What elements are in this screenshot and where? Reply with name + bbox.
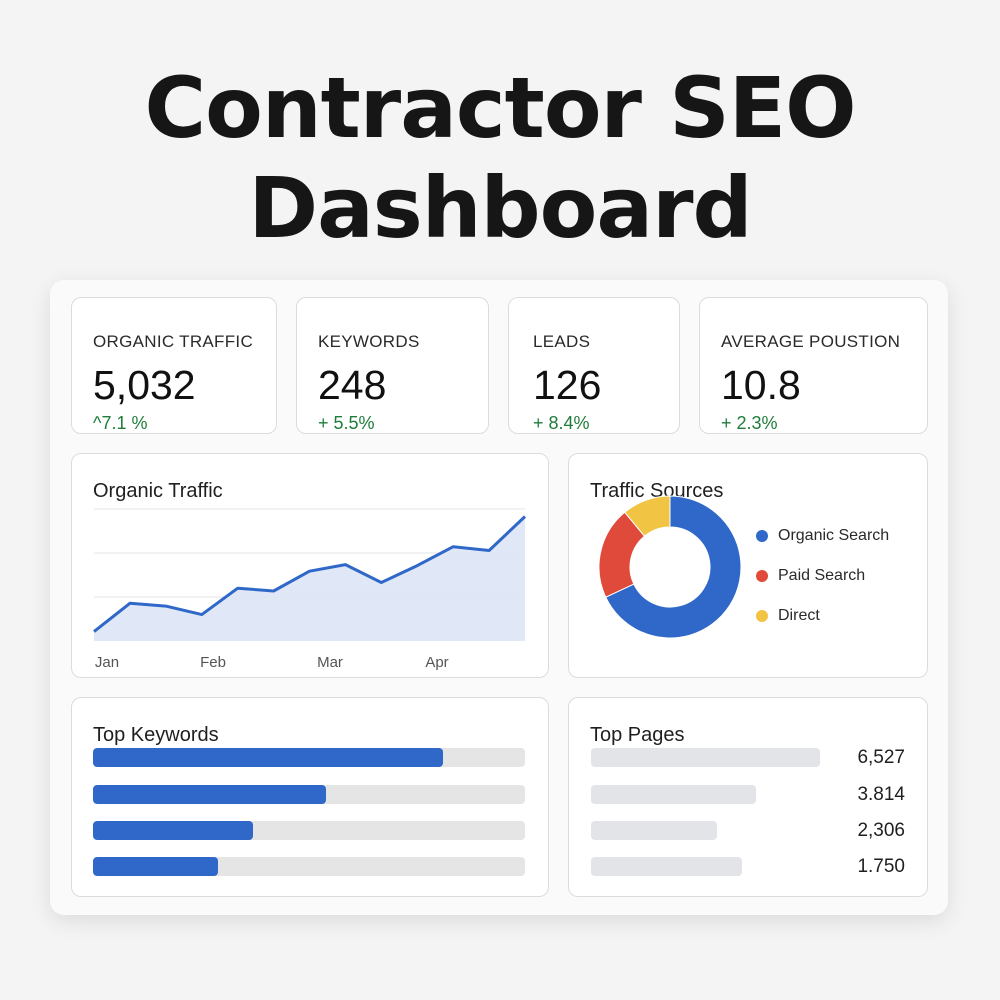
kpi-label: KEYWORDS — [318, 332, 420, 351]
dashboard-panel: ORGANIC TRAFFIC 5,032 ^7.1 % KEYWORDS 24… — [50, 280, 948, 915]
kpi-change: + 8.4% — [533, 413, 590, 433]
page-value: 1.750 — [857, 856, 905, 877]
legend-label: Organic Search — [778, 527, 890, 544]
card-title: Top Pages — [590, 724, 685, 746]
donut-slice-direct — [624, 495, 671, 537]
kpi-value: 126 — [533, 362, 602, 408]
kpi-value: 5,032 — [93, 362, 196, 408]
kpi-label: LEADS — [533, 332, 591, 351]
legend-dot-icon — [756, 530, 768, 542]
kpi-label: AVERAGE POUSTION — [721, 332, 901, 351]
legend-item-organic-search: Organic Search — [756, 526, 889, 546]
kpi-card-keywords[interactable]: KEYWORDS 248 + 5.5% — [296, 297, 489, 434]
page-bar[interactable] — [591, 785, 756, 804]
keyword-bar-fill — [93, 785, 327, 804]
keyword-bar-track[interactable] — [93, 785, 525, 804]
page-value: 6,527 — [857, 747, 905, 768]
legend-item-paid-search: Paid Search — [756, 566, 889, 586]
legend-dot-icon — [756, 610, 768, 622]
x-tick-label: Mar — [317, 654, 343, 671]
keyword-bar-fill — [93, 857, 219, 876]
card-title: Top Keywords — [93, 724, 219, 746]
donut-slice-organic-search — [605, 495, 742, 639]
top-keywords-card[interactable]: Top Keywords — [71, 697, 549, 897]
legend-label: Paid Search — [778, 567, 866, 584]
x-tick-label: Apr — [425, 654, 448, 671]
traffic-line — [93, 515, 527, 633]
page-value: 3.814 — [857, 784, 905, 805]
x-tick-label: Feb — [200, 654, 226, 671]
legend-item-direct: Direct — [756, 606, 889, 626]
card-title: Organic Traffic — [93, 480, 223, 502]
page-value: 2,306 — [857, 820, 905, 841]
keyword-bar-fill — [93, 748, 443, 767]
keyword-bar-track[interactable] — [93, 857, 525, 876]
kpi-label: ORGANIC TRAFFIC — [93, 332, 254, 351]
page-title-line-1: Contractor SEO — [144, 59, 856, 157]
x-tick-label: Jan — [95, 654, 119, 671]
keyword-bar-track[interactable] — [93, 821, 525, 840]
kpi-change: + 2.3% — [721, 413, 778, 433]
traffic-sources-legend: Organic Search Paid Search Direct — [756, 526, 889, 646]
kpi-change: + 5.5% — [318, 413, 375, 433]
keyword-bar-fill — [93, 821, 253, 840]
traffic-sources-donut — [598, 495, 742, 639]
card-title: Traffic Sources — [590, 480, 724, 502]
keyword-bar-track[interactable] — [93, 748, 525, 767]
kpi-card-leads[interactable]: LEADS 126 + 8.4% — [508, 297, 680, 434]
page-bar[interactable] — [591, 748, 820, 767]
kpi-card-organic-traffic[interactable]: ORGANIC TRAFFIC 5,032 ^7.1 % — [71, 297, 277, 434]
kpi-change: ^7.1 % — [93, 413, 148, 433]
page-title: Contractor SEO Dashboard — [0, 58, 1000, 258]
organic-traffic-chart: Jan Feb Mar Apr — [93, 508, 527, 671]
traffic-sources-card[interactable]: Traffic Sources Organic Search Paid Sear… — [568, 453, 928, 678]
page-bar[interactable] — [591, 821, 717, 840]
top-pages-card[interactable]: Top Pages 6,527 3.814 2,306 1.750 — [568, 697, 928, 897]
kpi-value: 248 — [318, 362, 387, 408]
legend-dot-icon — [756, 570, 768, 582]
page-bar[interactable] — [591, 857, 742, 876]
kpi-value: 10.8 — [721, 362, 801, 408]
traffic-area — [94, 516, 525, 641]
organic-traffic-card[interactable]: Organic Traffic Jan Feb Mar Apr — [71, 453, 549, 678]
kpi-card-average-position[interactable]: AVERAGE POUSTION 10.8 + 2.3% — [699, 297, 928, 434]
page-title-line-2: Dashboard — [248, 159, 752, 257]
legend-label: Direct — [778, 607, 820, 624]
